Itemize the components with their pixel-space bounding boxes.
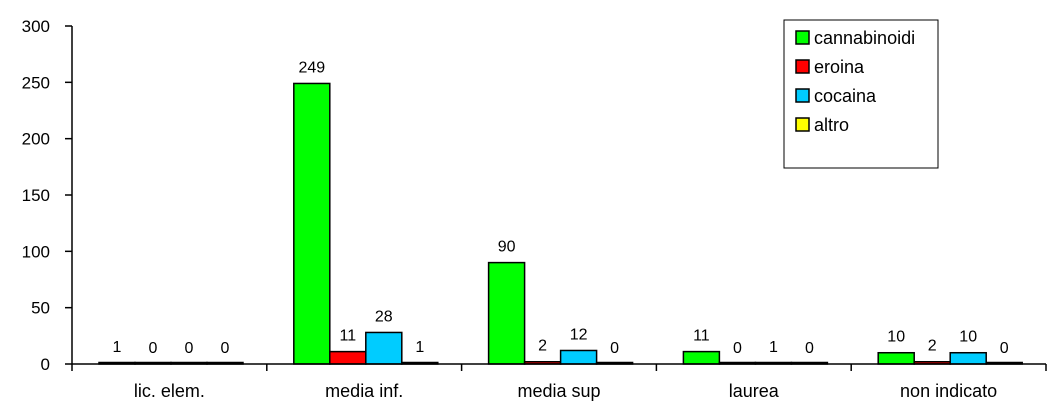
data-label-eroina: 2 [538, 338, 547, 355]
y-tick-label: 250 [22, 73, 50, 92]
bar-cannabinoidi [877, 351, 915, 365]
data-label-altro: 0 [610, 340, 619, 357]
y-axis-ticks: 0 50 100 150 200 250 300 [22, 17, 72, 374]
x-category-label: laurea [729, 381, 780, 401]
data-label-cocaina: 28 [375, 308, 393, 325]
data-label-eroina: 0 [733, 340, 742, 357]
bar-eroina [329, 350, 367, 365]
legend-swatch-altro [795, 117, 810, 132]
data-label-altro: 0 [1000, 340, 1009, 357]
data-label-eroina: 11 [339, 328, 356, 345]
y-tick-label: 0 [41, 355, 50, 374]
data-label-cocaina: 1 [769, 339, 778, 356]
legend-label-altro: altro [814, 115, 849, 135]
y-tick-label: 200 [22, 130, 50, 149]
data-label-cannabinoidi: 11 [693, 328, 710, 345]
data-label-altro: 1 [415, 339, 424, 356]
y-tick-label: 300 [22, 17, 50, 36]
legend-items: cannabinoidi eroina cocaina altro [795, 28, 915, 135]
legend-label-eroina: eroina [814, 57, 865, 77]
x-category-label: lic. elem. [134, 381, 205, 401]
data-label-eroina: 0 [149, 340, 158, 357]
y-tick-label: 150 [22, 186, 50, 205]
bar-cocaina [365, 331, 403, 365]
legend-swatch-eroina [795, 59, 810, 74]
bar-cannabinoidi [487, 261, 526, 365]
data-label-cannabinoidi: 90 [498, 239, 516, 256]
bar-cannabinoidi [293, 82, 331, 365]
x-category-label: media sup [517, 381, 600, 401]
bar-cocaina [559, 349, 598, 365]
data-label-altro: 0 [221, 340, 230, 357]
data-label-cocaina: 0 [185, 340, 194, 357]
legend-swatch-cannabinoidi [795, 30, 810, 45]
bar-cocaina [949, 351, 987, 365]
legend-label-cannabinoidi: cannabinoidi [814, 28, 915, 48]
legend: cannabinoidi eroina cocaina altro [783, 19, 939, 169]
data-label-altro: 0 [805, 340, 814, 357]
x-axis-ticks: lic. elem. media inf. media sup laurea non i… [71, 364, 1047, 401]
data-label-cocaina: 12 [570, 326, 588, 343]
data-label-cocaina: 10 [959, 329, 977, 346]
data-label-cannabinoidi: 10 [887, 329, 905, 346]
y-tick-label: 50 [31, 299, 50, 318]
x-category-label: media inf. [325, 381, 403, 401]
y-tick-label: 100 [22, 242, 50, 261]
data-label-cannabinoidi: 1 [113, 339, 122, 356]
legend-label-cocaina: cocaina [814, 86, 877, 106]
x-category-label: non indicato [900, 381, 997, 401]
data-label-cannabinoidi: 249 [298, 59, 325, 76]
legend-swatch-cocaina [795, 88, 810, 103]
bar-cannabinoidi [682, 350, 721, 365]
data-label-eroina: 2 [928, 338, 937, 355]
